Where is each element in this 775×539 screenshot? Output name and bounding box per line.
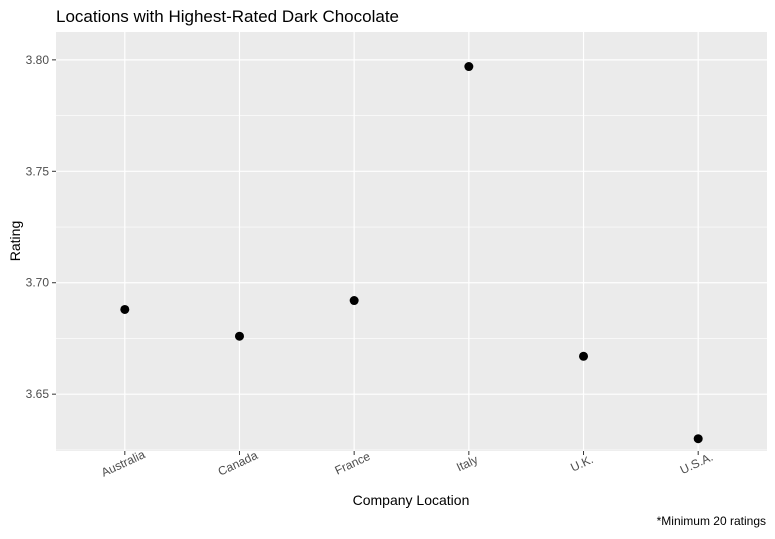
- y-tick-label: 3.70: [26, 276, 50, 290]
- plot-panel: [56, 32, 767, 451]
- x-tick-label: U.K.: [568, 452, 595, 475]
- y-axis: 3.65 3.70 3.75 3.80: [26, 53, 56, 401]
- data-point-u-s-a: [693, 434, 703, 444]
- x-tick-label: Australia: [99, 447, 148, 480]
- y-tick-label: 3.75: [26, 164, 50, 178]
- minor-gridlines: [56, 115, 767, 451]
- data-point-canada: [234, 331, 244, 341]
- chart-caption: *Minimum 20 ratings: [657, 514, 766, 528]
- y-tick-label: 3.65: [26, 387, 50, 401]
- data-points: [120, 62, 703, 444]
- x-tick-label: Italy: [454, 452, 480, 474]
- data-point-france: [349, 296, 359, 306]
- x-tick-label: France: [333, 449, 373, 478]
- data-point-italy: [464, 62, 474, 72]
- data-point-australia: [120, 304, 130, 314]
- y-axis-title: Rating: [7, 221, 23, 261]
- data-point-u-k: [579, 351, 589, 361]
- x-axis-title: Company Location: [353, 492, 470, 508]
- x-tick-label: U.S.A.: [678, 450, 715, 477]
- x-axis: Australia Canada France Italy U.K. U.S.A.: [99, 447, 715, 480]
- major-gridlines: [56, 32, 767, 451]
- y-tick-label: 3.80: [26, 53, 50, 67]
- x-tick-label: Canada: [216, 448, 260, 479]
- chart-title: Locations with Highest-Rated Dark Chocol…: [56, 7, 399, 26]
